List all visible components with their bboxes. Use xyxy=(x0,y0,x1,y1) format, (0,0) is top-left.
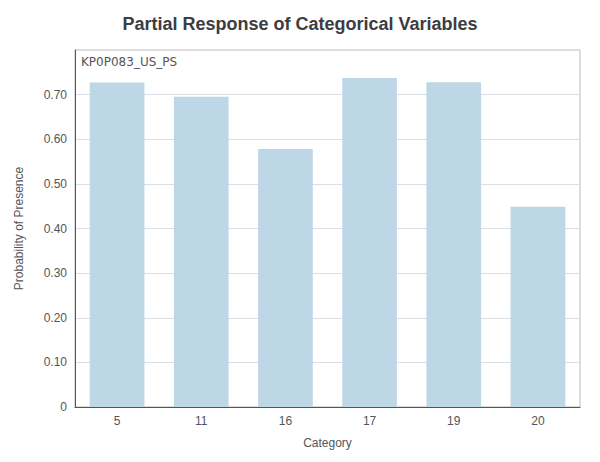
svg-text:20: 20 xyxy=(531,414,545,428)
svg-text:0: 0 xyxy=(60,400,67,414)
svg-text:Category: Category xyxy=(303,436,352,450)
svg-text:16: 16 xyxy=(279,414,293,428)
svg-text:0.40: 0.40 xyxy=(44,222,68,236)
svg-text:KP0P083_US_PS: KP0P083_US_PS xyxy=(81,55,177,69)
svg-text:0.50: 0.50 xyxy=(44,177,68,191)
svg-text:0.10: 0.10 xyxy=(44,355,68,369)
svg-text:Probability of Presence: Probability of Presence xyxy=(12,166,26,290)
svg-text:0.30: 0.30 xyxy=(44,266,68,280)
svg-text:0.20: 0.20 xyxy=(44,311,68,325)
svg-text:Partial Response of Categorica: Partial Response of Categorical Variable… xyxy=(122,14,477,34)
svg-text:0.70: 0.70 xyxy=(44,88,68,102)
svg-text:17: 17 xyxy=(363,414,377,428)
svg-text:0.60: 0.60 xyxy=(44,132,68,146)
svg-text:11: 11 xyxy=(195,414,208,428)
svg-text:19: 19 xyxy=(447,414,461,428)
svg-text:5: 5 xyxy=(114,414,121,428)
